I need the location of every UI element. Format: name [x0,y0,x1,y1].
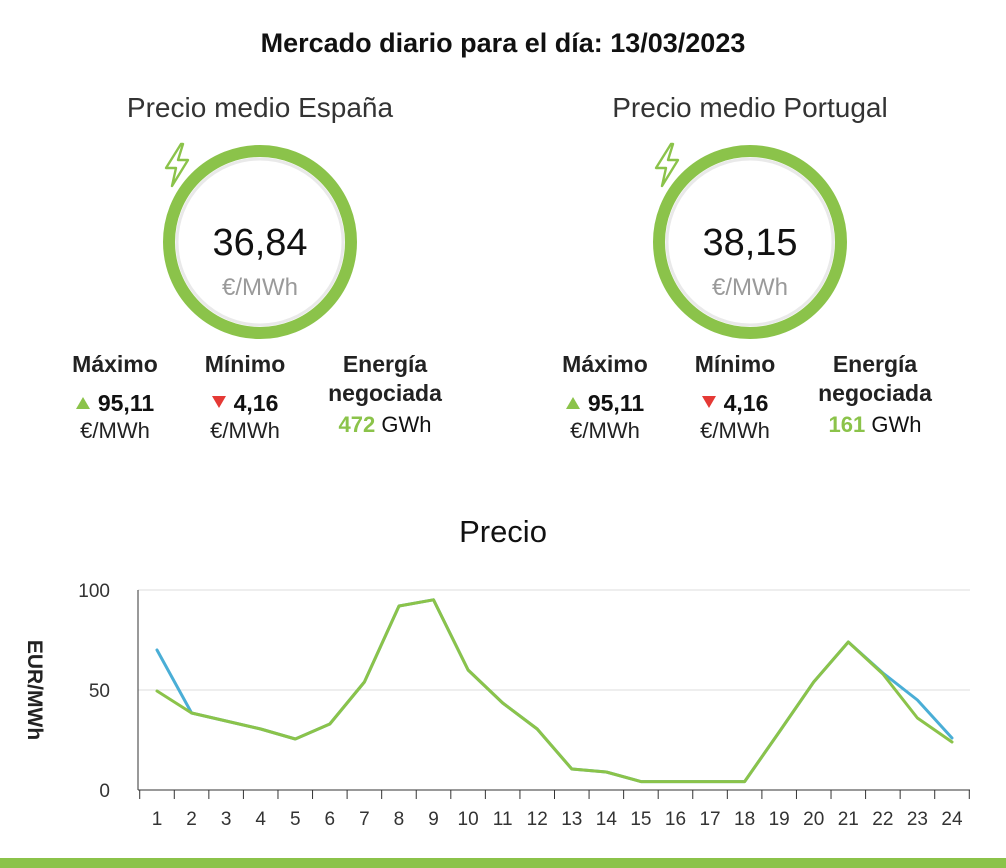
x-tick-label: 4 [255,809,266,830]
y-tick-label: 50 [89,681,110,702]
max-label: Máximo [72,351,158,377]
x-tick-label: 5 [290,809,301,830]
x-tick-label: 22 [872,809,893,830]
y-tick-label: 0 [99,781,110,802]
x-tick-label: 17 [699,809,720,830]
average-price: 36,84 [212,222,308,264]
x-tick-label: 14 [596,809,618,830]
bottom-accent-bar [0,858,1006,868]
max-value: 95,11 [587,390,645,416]
min-value: 4,16 [723,390,769,416]
price-gauge: 36,84 €/MWh [160,142,360,342]
y-axis-label: EUR/MWh [23,640,46,740]
market-stats: Máximo 95,11 €/MWh Mínimo 4,16 €/MWh Ene… [540,350,960,460]
triangle-down-icon [701,396,716,408]
market-title: Precio medio Portugal [612,92,888,123]
x-tick-label: 9 [428,809,439,830]
triangle-up-icon [565,397,580,409]
x-tick-label: 12 [527,809,548,830]
x-tick-label: 21 [838,809,859,830]
energy-label-line2: negociada [818,380,932,406]
energy-unit: GWh [871,412,922,437]
price-ring [163,145,357,339]
average-price: 38,15 [702,222,798,264]
y-tick-label: 100 [78,581,110,602]
x-tick-label: 16 [665,809,686,830]
series-line-1 [155,598,954,784]
stat-min: Mínimo 4,16 €/MWh [670,350,800,446]
stat-energy: Energía negociada 472 GWh [310,350,460,440]
min-value: 4,16 [233,390,279,416]
x-tick-label: 10 [458,809,479,830]
x-tick-label: 20 [803,809,824,830]
x-tick-label: 18 [734,809,755,830]
min-label: Mínimo [204,351,286,377]
max-unit: €/MWh [570,418,640,443]
energy-label-line1: Energía [342,351,428,377]
energy-value: 472 [338,412,376,437]
lightning-bolt-icon [654,142,680,188]
x-tick-label: 13 [561,809,582,830]
stat-energy: Energía negociada 161 GWh [800,350,950,440]
price-unit: €/MWh [711,274,788,301]
stat-min: Mínimo 4,16 €/MWh [180,350,310,446]
triangle-up-icon [75,397,90,409]
x-tick-label: 11 [493,809,513,830]
max-value: 95,11 [97,390,155,416]
chart-title: Precio [459,514,547,549]
energy-unit: GWh [381,412,432,437]
max-unit: €/MWh [80,418,150,443]
x-tick-label: 15 [630,809,651,830]
lightning-bolt-icon [164,142,190,188]
x-tick-label: 3 [221,809,232,830]
min-unit: €/MWh [700,418,770,443]
stat-max: Máximo 95,11 €/MWh [50,350,180,446]
market-portugal: Precio medio Portugal 38,15 €/MWh Máximo… [540,92,960,443]
price-gauge: 38,15 €/MWh [650,142,850,342]
min-unit: €/MWh [210,418,280,443]
series-line-2 [155,598,954,784]
page-title: Mercado diario para el día: 13/03/2023 [260,28,746,58]
x-tick-label: 1 [152,809,163,830]
energy-label-line2: negociada [328,380,442,406]
x-tick-label: 2 [186,809,197,830]
price-ring [653,145,847,339]
x-tick-label: 19 [769,809,790,830]
x-tick-label: 8 [394,809,405,830]
market-stats: Máximo 95,11 €/MWh Mínimo 4,16 €/MWh Ene… [50,350,470,460]
market-spain: Precio medio España 36,84 €/MWh Máximo 9… [50,92,470,443]
min-label: Mínimo [694,351,776,377]
x-tick-label: 24 [941,809,963,830]
energy-value: 161 [828,412,866,437]
max-label: Máximo [562,351,648,377]
market-title: Precio medio España [126,92,394,123]
price-unit: €/MWh [221,274,298,301]
energy-label-line1: Energía [832,351,918,377]
x-tick-label: 7 [359,809,370,830]
stat-max: Máximo 95,11 €/MWh [540,350,670,446]
x-tick-label: 6 [325,809,336,830]
triangle-down-icon [211,396,226,408]
x-tick-label: 23 [907,809,928,830]
